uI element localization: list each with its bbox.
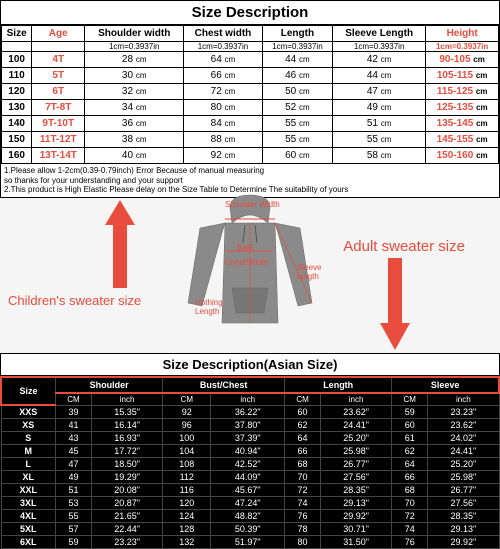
arrow-down-icon — [375, 258, 415, 353]
col-shoulder: Shoulder width — [85, 26, 184, 42]
label-chest: Chest/Width — [225, 258, 269, 267]
kids-row: 1105T30 cm66 cm46 cm44 cm105-115 cm — [2, 68, 499, 84]
adult-unit-row: CMinch CMinch CMinch CMinch — [1, 393, 499, 406]
arrow-up-icon — [100, 200, 140, 295]
kids-unit-row: 1cm=0.3937in 1cm=0.3937in 1cm=0.3937in 1… — [2, 42, 499, 52]
kids-row: 16013T-14T40 cm92 cm60 cm58 cm150-160 cm — [2, 148, 499, 164]
label-bust: Bust — [237, 243, 253, 252]
adult-row: M4517.72"10440.94"6625.98"6224.41" — [1, 445, 499, 458]
adult-row: 4XL5521.65"12448.82"7629.92"7228.35" — [1, 510, 499, 523]
kids-row: 1004T28 cm64 cm44 cm42 cm90-105 cm — [2, 52, 499, 68]
adult-row: XXS3915.35"9236.22"6023.62"5923.23" — [1, 405, 499, 419]
label-clothing: clothing Length — [195, 298, 235, 316]
label-shoulder: Shoulder Width — [225, 200, 280, 209]
col-length: Length — [262, 26, 332, 42]
kids-title: Size Description — [1, 1, 499, 25]
col-size: Size — [2, 26, 32, 42]
col-length: Length — [285, 377, 392, 393]
label-sleeve-len: Sleeve length — [297, 263, 327, 281]
children-label: Children's sweater size — [8, 293, 141, 308]
kids-size-section: Size Description Size Age Shoulder width… — [0, 0, 500, 198]
adult-row: XXL5120.08"11645.67"7228.35"6826.77" — [1, 484, 499, 497]
adult-row: 5XL5722.44"12850.39"7830.71"7429.13" — [1, 523, 499, 536]
kids-row: 1307T-8T34 cm80 cm52 cm49 cm125-135 cm — [2, 100, 499, 116]
adult-row: S4316.93"10037.39"6425.20"6124.02" — [1, 432, 499, 445]
kids-header-row: Size Age Shoulder width Chest width Leng… — [2, 26, 499, 42]
kids-row: 1206T32 cm72 cm50 cm47 cm115-125 cm — [2, 84, 499, 100]
kids-row: 1409T-10T36 cm84 cm55 cm51 cm135-145 cm — [2, 116, 499, 132]
col-height: Height — [426, 26, 499, 42]
col-chest: Chest width — [184, 26, 263, 42]
col-bust: Bust/Chest — [163, 377, 285, 393]
kids-size-table: Size Age Shoulder width Chest width Leng… — [1, 25, 499, 164]
adult-row: XL4919.29"11244.09"7027.56"6625.98" — [1, 471, 499, 484]
col-age: Age — [32, 26, 85, 42]
adult-size-section: Size Description(Asian Size) Size Should… — [0, 353, 500, 549]
col-shoulder: Shoulder — [56, 377, 163, 393]
col-size: Size — [1, 377, 56, 406]
col-sleeve: Sleeve — [392, 377, 499, 393]
adult-header-row: Size Shoulder Bust/Chest Length Sleeve — [1, 377, 499, 393]
adult-row: XS4116.14"9637.80"6224.41"6023.62" — [1, 419, 499, 432]
adult-label: Adult sweater size — [343, 238, 465, 255]
adult-title: Size Description(Asian Size) — [0, 353, 500, 376]
diagram-section: Shoulder Width Bust Chest/Width clothing… — [0, 198, 500, 353]
adult-row: L4718.50"10842.52"6826.77"6425.20" — [1, 458, 499, 471]
col-sleeve: Sleeve Length — [333, 26, 426, 42]
kids-row: 15011T-12T38 cm88 cm55 cm55 cm145-155 cm — [2, 132, 499, 148]
adult-row: 6XL5923.23"13251.97"8031.50"7629.92" — [1, 536, 499, 549]
adult-row: 3XL5320.87"12047.24"7429.13"7027.56" — [1, 497, 499, 510]
adult-size-table: Size Shoulder Bust/Chest Length Sleeve C… — [0, 376, 500, 549]
